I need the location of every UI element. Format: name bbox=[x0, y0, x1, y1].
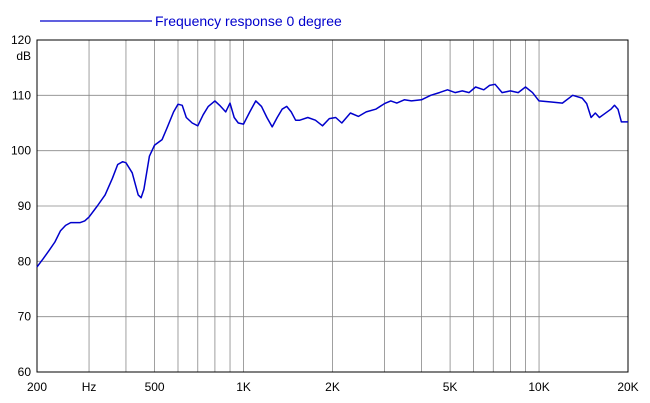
y-tick-label: 80 bbox=[18, 254, 32, 268]
x-tick-label: 1K bbox=[236, 380, 251, 394]
x-tick-label: 20K bbox=[617, 380, 638, 394]
series-line-frequency-response bbox=[36, 83, 628, 268]
x-tick-label: 500 bbox=[145, 380, 165, 394]
legend-series-label: Frequency response 0 degree bbox=[155, 13, 342, 29]
x-tick-label: 200 bbox=[27, 380, 47, 394]
x-tick-label: 10K bbox=[528, 380, 549, 394]
x-tick-label: 2K bbox=[325, 380, 340, 394]
x-tick-label: Hz bbox=[82, 380, 97, 394]
axis-ticks: 200 Hz 500 1K 2K 5K 10K 20K 120 110 100 90 80 70 60 dB bbox=[11, 33, 639, 394]
plot-frame bbox=[36, 39, 629, 373]
x-tick-label: 5K bbox=[443, 380, 458, 394]
series-group bbox=[36, 83, 628, 268]
y-tick-label: 100 bbox=[11, 144, 31, 158]
chart-legend: Frequency response 0 degree bbox=[40, 13, 342, 29]
y-tick-label: 60 bbox=[18, 365, 32, 379]
y-tick-label: 110 bbox=[12, 88, 31, 102]
y-tick-label: 90 bbox=[18, 199, 32, 213]
y-tick-label: 70 bbox=[18, 310, 32, 324]
y-tick-label: 120 bbox=[11, 33, 31, 47]
chart-grid bbox=[37, 40, 628, 372]
y-axis-unit-label: dB bbox=[16, 49, 31, 63]
